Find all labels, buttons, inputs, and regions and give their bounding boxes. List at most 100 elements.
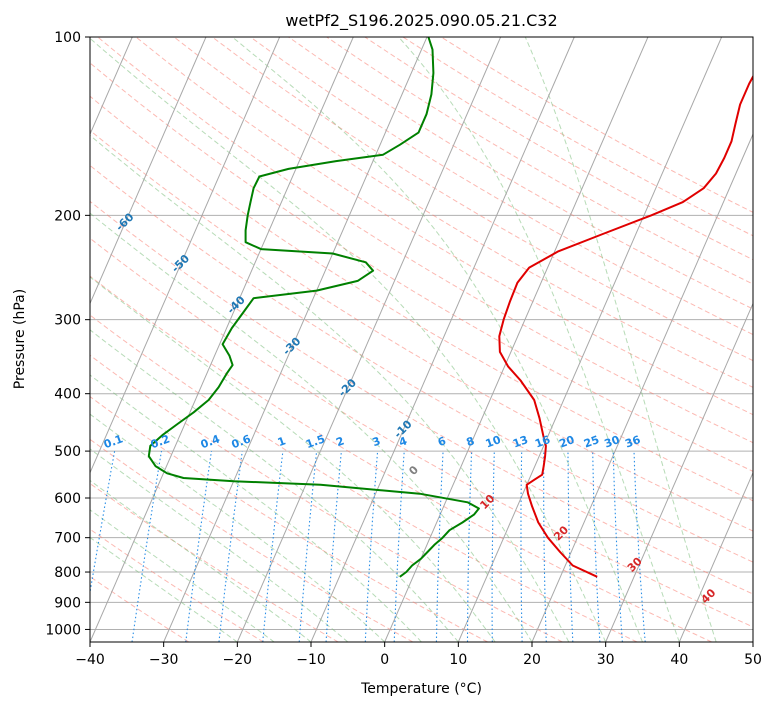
- moist-adiabat: [90, 413, 386, 642]
- isotherm-line: [90, 37, 207, 305]
- dry-adiabat: [90, 129, 753, 532]
- dry-adiabat: [90, 95, 753, 502]
- dry-adiabat: [90, 482, 339, 642]
- mixing-ratio-line: [491, 451, 495, 642]
- dry-adiabat: [90, 528, 264, 642]
- mixing-ratio-label: 0.1: [102, 432, 125, 451]
- isotherm-label: -50: [169, 252, 192, 275]
- mixing-ratio-label: 1.5: [304, 432, 327, 451]
- isotherm-line: [236, 37, 502, 642]
- moist-adiabat: [90, 212, 533, 642]
- dry-adiabat: [288, 37, 753, 310]
- isotherm-label: -60: [113, 210, 136, 233]
- mixing-ratio-label: 10: [484, 433, 503, 451]
- y-tick-label: 300: [54, 313, 81, 329]
- dry-adiabat: [326, 37, 753, 285]
- mixing-ratio-line: [633, 451, 646, 642]
- isotherm-line: [678, 471, 753, 642]
- chart-title: wetPf2_S196.2025.090.05.21.C32: [285, 11, 557, 31]
- moist-adiabat-label: 40: [698, 586, 718, 606]
- moist-adiabat: [90, 276, 496, 642]
- mixing-ratio-line: [185, 451, 213, 642]
- mixing-ratio-label: 8: [465, 434, 477, 449]
- x-tick-label: 50: [744, 652, 762, 668]
- isotherm-line: [531, 132, 753, 642]
- y-tick-label: 700: [54, 531, 81, 547]
- x-tick-label: −20: [223, 652, 253, 668]
- dry-adiabat: [173, 37, 753, 388]
- y-tick-label: 800: [54, 565, 81, 581]
- mixing-ratio-line: [131, 451, 163, 642]
- profile-line: [498, 74, 753, 578]
- moist-adiabat: [90, 536, 238, 642]
- mixing-ratio-line: [435, 451, 444, 642]
- x-tick-label: −30: [149, 652, 179, 668]
- y-tick-label: 100: [54, 30, 81, 46]
- isotherm-line: [0, 37, 59, 642]
- moist-adiabat: [524, 37, 717, 642]
- line-labels: -60-50-40-30-20-100.1 0.2 0.4 0.6 1 1.5 2 3 4 6 8 1…: [102, 210, 719, 606]
- mixing-ratio-line: [325, 451, 342, 642]
- x-tick-label: 20: [523, 652, 541, 668]
- y-tick-label: 900: [54, 595, 81, 611]
- mixing-ratio-label: 25: [582, 433, 601, 450]
- plot-frame: [89, 36, 754, 643]
- isotherm-line: [605, 302, 753, 642]
- mixing-ratio-label: 36: [623, 433, 642, 451]
- y-tick-label: 400: [54, 387, 81, 403]
- x-axis-label: Temperature (°C): [360, 681, 482, 697]
- dry-adiabat: [90, 275, 712, 642]
- moist-adiabats: [90, 37, 717, 642]
- isotherm-line: [163, 37, 428, 642]
- mixing-ratio-label: 4: [397, 434, 409, 449]
- dry-adiabat: [90, 314, 638, 642]
- dry-adiabat: [97, 37, 753, 444]
- mixing-ratio-line: [567, 451, 574, 642]
- mixing-ratio-label: 13: [511, 433, 530, 450]
- y-axis-label: Pressure (hPa): [12, 289, 28, 389]
- y-tick-label: 500: [54, 444, 81, 460]
- y-tick-label: 1000: [45, 622, 81, 638]
- mixing-ratio-line: [262, 451, 284, 642]
- y-tick-label: 200: [54, 208, 81, 224]
- isotherm-line: [457, 37, 723, 642]
- moist-adiabat: [90, 509, 275, 642]
- mixing-ratio-label: 16: [533, 433, 552, 451]
- isotherms: [0, 37, 753, 642]
- moist-adiabat-label: 20: [551, 523, 571, 543]
- moist-adiabat: [90, 479, 312, 642]
- mixing-ratio-line: [90, 451, 116, 596]
- dry-adiabat: [90, 575, 190, 642]
- mixing-ratio-label: 6: [436, 434, 448, 449]
- mixing-ratio-label: 0.4: [199, 432, 222, 451]
- moist-adiabat: [90, 134, 570, 642]
- isotherm-line: [310, 37, 575, 642]
- y-axis-ticks: 100 200 300 400 500 600 700 800 900 1000: [45, 30, 90, 638]
- isotherm-label: -40: [225, 293, 248, 316]
- mixing-ratio-label: 0.2: [149, 432, 172, 451]
- dry-adiabat: [90, 354, 563, 642]
- mixing-ratio-line: [218, 451, 243, 642]
- dry-adiabat: [90, 396, 488, 642]
- y-tick-label: 600: [54, 491, 81, 507]
- profile-line: [147, 37, 480, 578]
- mixing-ratio-label: 20: [557, 433, 576, 451]
- mixing-ratio-label: 1: [276, 434, 288, 449]
- moist-adiabat: [398, 37, 680, 642]
- dry-adiabat: [90, 200, 753, 595]
- moist-adiabat: [90, 448, 349, 642]
- mixing-ratio-line: [592, 451, 601, 642]
- pressure-grid: [90, 37, 753, 630]
- isotherm-label: -30: [280, 335, 303, 358]
- moist-adiabat: [90, 37, 607, 642]
- dry-adiabat: [90, 237, 753, 628]
- mixing-ratio-label: 30: [603, 433, 622, 451]
- moist-adiabat: [90, 374, 422, 642]
- dry-adiabat: [364, 37, 753, 261]
- x-tick-label: 40: [670, 652, 688, 668]
- mixing-ratio-line: [298, 451, 318, 642]
- isotherm-line: [90, 37, 354, 642]
- x-tick-label: −10: [296, 652, 326, 668]
- mixing-ratio-label: 0.6: [230, 432, 253, 451]
